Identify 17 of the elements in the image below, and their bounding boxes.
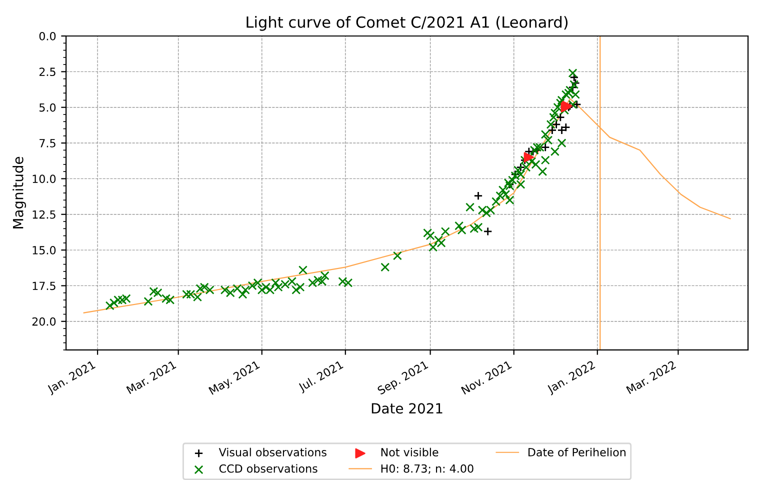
y-tick-label: 12.5	[32, 210, 56, 219]
legend-label: CCD observations	[219, 464, 318, 473]
legend-label: Visual observations	[218, 448, 326, 456]
legend-label: Date of Perihelion	[528, 448, 626, 456]
chart-title: Light curve of Comet C/2021 A1 (Leonard)	[246, 16, 568, 31]
y-tick-label: 7.5	[40, 139, 56, 148]
y-axis-title: Magnitude	[12, 156, 26, 228]
legend-label: H0: 8.73; n: 4.00	[381, 464, 474, 474]
y-tick-label: 2.5	[39, 68, 56, 76]
y-tick-label: 0.0	[39, 32, 56, 40]
y-tick-label: 10.0	[32, 174, 56, 184]
y-tick-label: 15.0	[32, 246, 56, 254]
y-tick-label: 17.5	[32, 282, 56, 290]
x-axis-title: Date 2021	[372, 403, 442, 414]
y-tick-label: 20.0	[32, 317, 56, 326]
legend-label: Not visible	[381, 448, 438, 456]
y-tick-label: 5.0	[40, 103, 56, 112]
